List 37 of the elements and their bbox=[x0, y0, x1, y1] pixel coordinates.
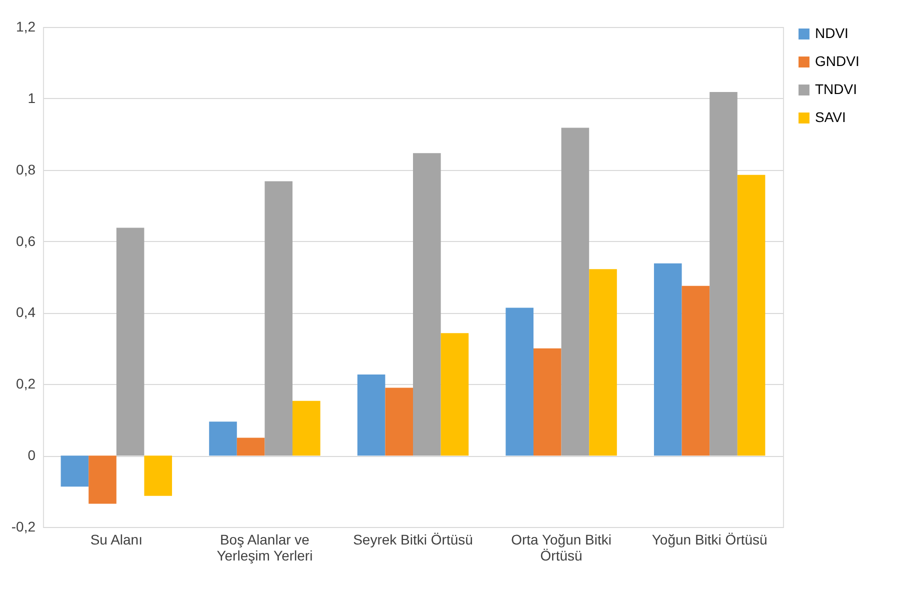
bar bbox=[144, 456, 172, 496]
bar bbox=[209, 422, 237, 456]
x-tick-label: Orta Yoğun Bitki Örtüsü bbox=[511, 532, 612, 564]
y-tick-label: 0,6 bbox=[16, 232, 36, 249]
legend-label: NDVI bbox=[815, 25, 848, 41]
legend-label: TNDVI bbox=[815, 81, 857, 97]
bar bbox=[682, 286, 710, 456]
y-tick-label: -0,2 bbox=[11, 518, 36, 534]
bar bbox=[413, 153, 441, 456]
bar bbox=[710, 92, 738, 456]
bar bbox=[116, 228, 144, 456]
bar bbox=[88, 456, 116, 504]
legend-label: SAVI bbox=[815, 109, 846, 125]
y-tick-label: 0,8 bbox=[16, 161, 36, 178]
x-tick-label: Seyrek Bitki Örtüsü bbox=[353, 532, 473, 548]
bar bbox=[533, 348, 562, 456]
y-tick-label: 1 bbox=[28, 90, 36, 106]
y-tick-label: 0 bbox=[28, 447, 36, 464]
legend-label: GNDVI bbox=[815, 53, 860, 69]
y-tick-label: 0,2 bbox=[16, 376, 36, 392]
bar bbox=[506, 308, 534, 456]
x-tick-label: Boş Alanlar ve Yerleşim Yerleri bbox=[216, 532, 313, 564]
x-tick-label: Su Alanı bbox=[90, 532, 142, 548]
bar bbox=[385, 388, 413, 456]
bar bbox=[60, 456, 89, 487]
bar bbox=[561, 128, 590, 456]
bar bbox=[292, 400, 320, 456]
bar bbox=[654, 263, 682, 456]
bar bbox=[264, 181, 293, 456]
y-tick-label: 0,4 bbox=[16, 304, 36, 320]
bar bbox=[440, 333, 469, 456]
bar bbox=[357, 374, 386, 456]
bar bbox=[737, 174, 766, 456]
bar bbox=[589, 269, 617, 456]
bar bbox=[236, 438, 265, 456]
y-tick-label: 1,2 bbox=[16, 18, 36, 34]
x-tick-label: Yoğun Bitki Örtüsü bbox=[652, 532, 768, 548]
